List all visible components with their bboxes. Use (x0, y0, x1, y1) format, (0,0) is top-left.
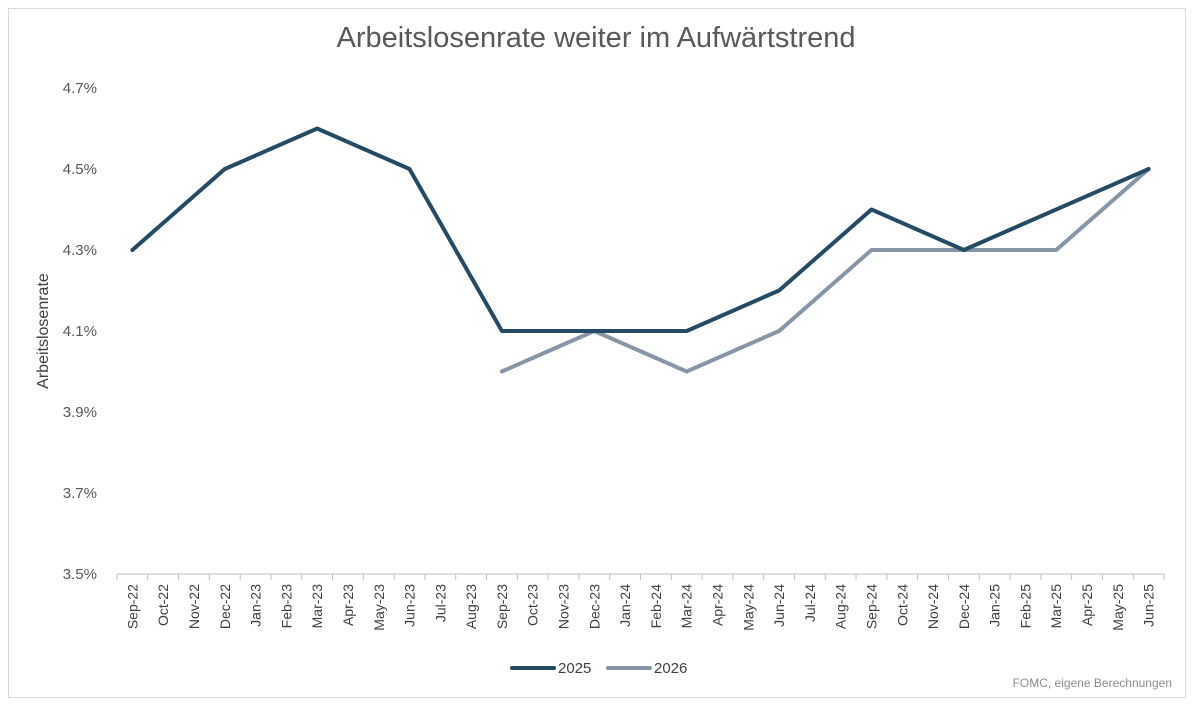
x-tick-label: Jun-23 (402, 584, 418, 627)
x-tick-label: Aug-23 (463, 584, 479, 629)
x-tick-label: Feb-23 (278, 584, 294, 629)
series-line-2026 (499, 167, 1151, 374)
source-note: FOMC, eigene Berechnungen (1012, 676, 1172, 690)
legend-label-2026: 2026 (654, 660, 687, 677)
x-tick-label: May-24 (740, 584, 756, 631)
x-tick-label: Oct-24 (894, 584, 910, 626)
y-tick-label: 4.3% (63, 242, 97, 259)
x-tick-label: Nov-24 (925, 584, 941, 629)
x-tick-label: Jan-25 (987, 584, 1003, 627)
x-tick-label: Sep-22 (124, 584, 140, 629)
x-tick-label: Jul-24 (802, 584, 818, 622)
x-tick-label: Jan-23 (248, 584, 264, 627)
y-tick-label: 4.1% (63, 323, 97, 340)
x-tick-label: Oct-22 (155, 584, 171, 626)
series-group (130, 126, 1151, 374)
y-axis-ticks: 3.5% 3.7% 3.9% 4.1% 4.3% 4.5% 4.7% (63, 80, 97, 583)
x-tick-label: Feb-25 (1017, 584, 1033, 629)
x-tick-label: Mar-23 (309, 584, 325, 629)
x-tick-label: Mar-25 (1048, 584, 1064, 629)
legend-label-2025: 2025 (558, 660, 591, 677)
y-tick-label: 4.5% (63, 161, 97, 178)
y-tick-label: 4.7% (63, 80, 97, 97)
y-tick-label: 3.9% (63, 404, 97, 421)
x-tick-label: Nov-22 (186, 584, 202, 629)
x-tick-label: May-25 (1110, 584, 1126, 631)
chart-frame (8, 8, 1186, 698)
x-tick-label: Apr-23 (340, 584, 356, 626)
x-tick-label: Sep-23 (494, 584, 510, 629)
y-tick-label: 3.5% (63, 566, 97, 583)
y-axis-title: Arbeitslosenrate (35, 273, 52, 389)
x-tick-label: Dec-22 (217, 584, 233, 629)
x-tick-label: Apr-24 (709, 584, 725, 626)
x-tick-label: Jul-23 (432, 584, 448, 622)
x-tick-label: Feb-24 (648, 584, 664, 629)
series-line-2025 (130, 126, 1151, 333)
x-tick-label: Aug-24 (833, 584, 849, 629)
x-tick-label: Apr-25 (1079, 584, 1095, 626)
x-axis: Sep-22 Oct-22 Nov-22 Dec-22 Jan-23 Feb-23 Mar-… (116, 573, 1165, 631)
x-tick-label: Jan-24 (617, 584, 633, 627)
y-tick-label: 3.7% (63, 485, 97, 502)
legend: 2025 2026 (510, 660, 687, 677)
x-tick-label: Dec-23 (586, 584, 602, 629)
x-tick-label: Jun-24 (771, 584, 787, 627)
x-tick-label: Sep-24 (863, 584, 879, 629)
x-tick-label: Dec-24 (956, 584, 972, 629)
x-tick-label: Mar-24 (679, 584, 695, 629)
chart-title: Arbeitslosenrate weiter im Aufwärtstrend (336, 22, 856, 54)
x-tick-label: May-23 (371, 584, 387, 631)
x-tick-label: Nov-23 (556, 584, 572, 629)
x-tick-label: Oct-23 (525, 584, 541, 626)
x-tick-label: Jun-25 (1141, 584, 1157, 627)
